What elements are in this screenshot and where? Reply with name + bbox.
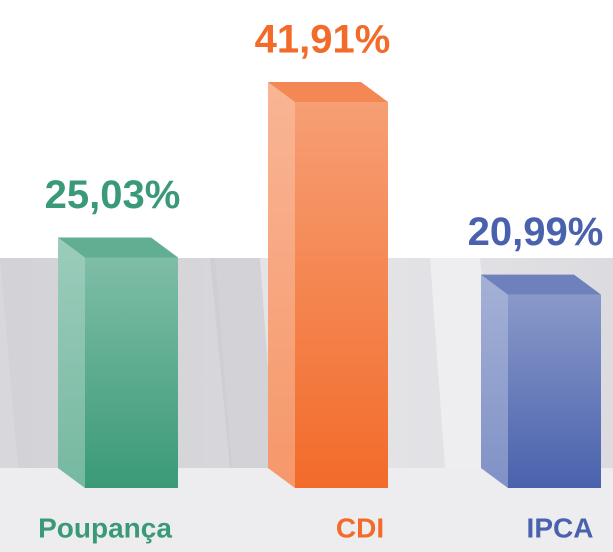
value-label: 20,99% bbox=[468, 210, 604, 254]
category-label: CDI bbox=[336, 512, 384, 543]
value-label: 25,03% bbox=[45, 173, 181, 217]
bar-top bbox=[481, 274, 601, 295]
bar-side-shine bbox=[481, 274, 508, 488]
value-label: 41,91% bbox=[255, 18, 391, 62]
category-label: Poupança bbox=[38, 512, 172, 543]
bar-top-shade bbox=[58, 237, 178, 258]
bar-side-shine bbox=[58, 237, 85, 488]
bar-top-shade bbox=[481, 274, 601, 295]
shadow bbox=[210, 258, 275, 468]
category-label: IPCA bbox=[527, 512, 594, 543]
bar-top-shade bbox=[268, 82, 388, 102]
bar-top bbox=[58, 237, 178, 258]
bar-shine bbox=[295, 102, 388, 488]
bar-top bbox=[268, 82, 388, 102]
bar-shine bbox=[508, 294, 601, 488]
bar-side-shine bbox=[268, 82, 295, 488]
bar-shine bbox=[85, 257, 178, 488]
